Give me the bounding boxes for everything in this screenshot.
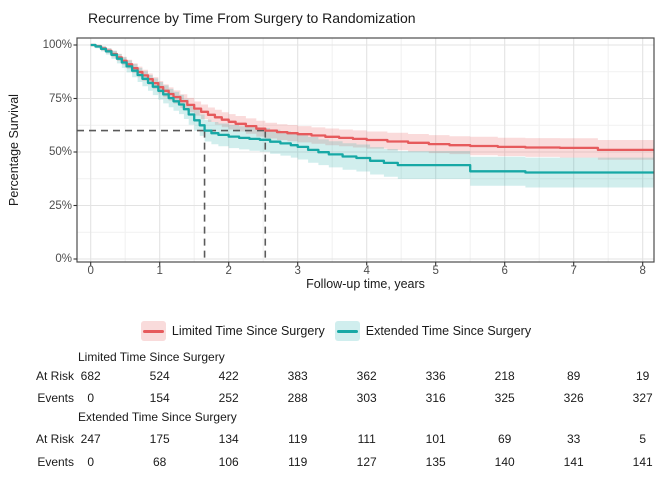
- legend-item-extended: Extended Time Since Surgery: [334, 321, 532, 341]
- risk-table-row-label: At Risk: [35, 432, 74, 446]
- risk-table-cell: 316: [425, 391, 446, 405]
- legend-key-limited-swatch: [140, 321, 166, 341]
- x-tick-label: 4: [363, 265, 370, 277]
- km-plot-panel: [73, 37, 655, 266]
- risk-table-cell: 682: [80, 369, 101, 383]
- risk-table-cell: 218: [494, 369, 515, 383]
- risk-table-cell: 135: [425, 455, 446, 469]
- risk-table-cell: 252: [218, 391, 239, 405]
- risk-table-cell: 119: [288, 432, 308, 446]
- risk-table-cell: 326: [563, 391, 584, 405]
- risk-table-cell: 288: [287, 391, 308, 405]
- risk-table-cell: 33: [567, 432, 581, 446]
- risk-table-cell: 106: [218, 455, 239, 469]
- x-tick-label: 1: [156, 265, 163, 277]
- legend-item-limited: Limited Time Since Surgery: [140, 321, 325, 341]
- survival-curve: [90, 43, 654, 174]
- x-tick-label: 0: [87, 265, 94, 277]
- risk-table-cell: 336: [425, 369, 446, 383]
- risk-table-cell: 247: [80, 432, 101, 446]
- risk-table-cell: 362: [356, 369, 377, 383]
- risk-table-cell: 383: [287, 369, 308, 383]
- y-tick-label: 75%: [48, 92, 72, 105]
- y-tick-label: 0%: [55, 253, 72, 265]
- risk-table-cell: 141: [632, 455, 653, 469]
- risk-table-cell: 154: [149, 391, 170, 405]
- legend-key-extended-swatch: [334, 321, 360, 341]
- y-tick-label: 50%: [48, 146, 72, 158]
- risk-table-group-header: Extended Time Since Surgery: [78, 410, 237, 424]
- risk-table-cell: 141: [563, 455, 584, 469]
- risk-table-cell: 325: [494, 391, 515, 405]
- chart-title: Recurrence by Time From Surgery to Rando…: [88, 10, 416, 26]
- risk-table-cell: 89: [567, 369, 581, 383]
- x-tick-label: 5: [432, 265, 439, 277]
- risk-table-group-header: Limited Time Since Surgery: [78, 350, 225, 364]
- survival-curve: [90, 43, 654, 152]
- risk-table-cell: 422: [218, 369, 239, 383]
- risk-table-cell: 134: [218, 432, 239, 446]
- risk-table-cell: 0: [87, 391, 95, 405]
- y-tick-label: 25%: [48, 199, 72, 212]
- risk-table-cell: 119: [288, 455, 308, 469]
- x-tick-label: 6: [501, 265, 508, 277]
- risk-table-cell: 524: [149, 369, 170, 383]
- x-tick-label: 3: [294, 265, 301, 277]
- risk-table-cell: 5: [639, 432, 647, 446]
- risk-table-cell: 140: [494, 455, 515, 469]
- risk-table-cell: 68: [153, 455, 167, 469]
- risk-table-cell: 69: [498, 432, 512, 446]
- confidence-band: [90, 44, 654, 188]
- legend-label-limited: Limited Time Since Surgery: [171, 324, 325, 338]
- risk-table-cell: 111: [357, 432, 376, 446]
- risk-table-cell: 175: [149, 432, 170, 446]
- risk-table-cell: 303: [356, 391, 377, 405]
- risk-table-cell: 101: [425, 432, 446, 446]
- risk-table-row-label: Events: [37, 455, 74, 469]
- legend-label-extended: Extended Time Since Surgery: [365, 324, 532, 338]
- x-axis-title: Follow-up time, years: [306, 277, 425, 291]
- chart-legend: Limited Time Since Surgery Extended Time…: [0, 319, 672, 343]
- y-tick-label: 100%: [42, 39, 72, 51]
- risk-table-row-label: Events: [37, 391, 74, 405]
- risk-table-cell: 19: [636, 369, 650, 383]
- risk-table-cell: 327: [632, 391, 653, 405]
- risk-table-row-label: At Risk: [35, 369, 74, 383]
- x-tick-label: 8: [639, 265, 646, 277]
- risk-table-cell: 0: [87, 455, 95, 469]
- x-tick-label: 2: [225, 265, 232, 277]
- risk-table-cell: 127: [356, 455, 377, 469]
- x-tick-label: 7: [570, 265, 577, 277]
